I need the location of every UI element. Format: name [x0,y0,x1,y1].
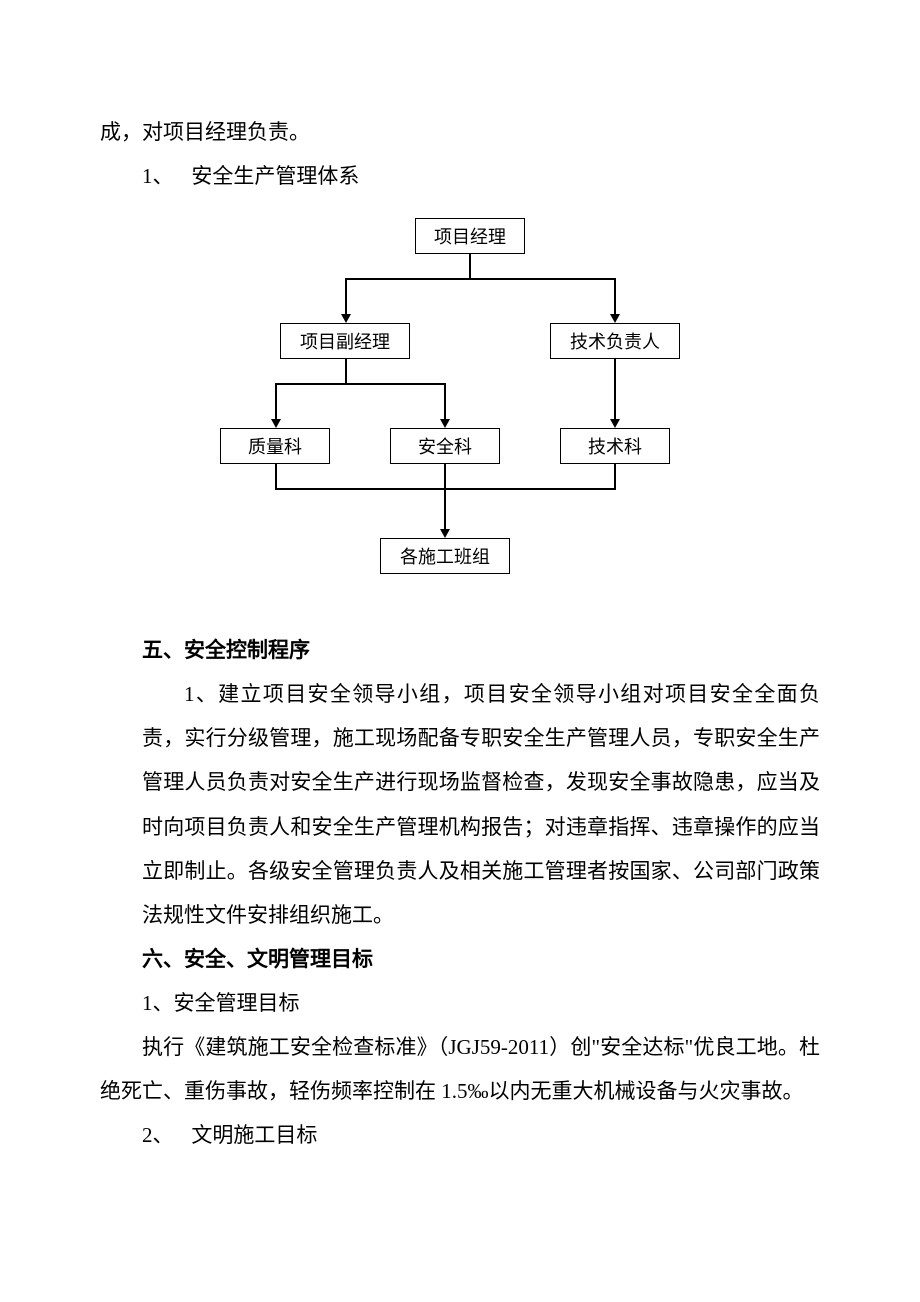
arrow-icon [440,419,450,428]
section-6-item-1: 1、安全管理目标 [100,981,820,1025]
section-6-title: 六、安全、文明管理目标 [100,937,820,981]
edge-line [614,278,616,314]
node-safety-dept: 安全科 [390,428,500,464]
edge-line [345,278,347,314]
arrow-icon [440,529,450,538]
edge-line [345,278,615,280]
edge-line [444,464,446,488]
node-teams: 各施工班组 [380,538,510,574]
org-chart-diagram: 项目经理 项目副经理 技术负责人 质量科 安全科 技术科 各施工班组 [180,218,740,588]
edge-line [614,359,616,419]
section-6-item-2: 2、 文明施工目标 [100,1113,820,1157]
section-6-body-1: 执行《建筑施工安全检查标准》（JGJ59-2011）创"安全达标"优良工地。杜绝… [100,1025,820,1113]
arrow-icon [271,419,281,428]
edge-line [444,488,446,529]
section-5-body: 1、建立项目安全领导小组，项目安全领导小组对项目安全全面负责，实行分级管理，施工… [100,672,820,937]
section-5-title: 五、安全控制程序 [100,628,820,672]
arrow-icon [610,314,620,323]
paragraph-continuation: 成，对项目经理负责。 [100,110,820,154]
edge-line [275,464,277,488]
list-item-1: 1、 安全生产管理体系 [100,154,820,198]
edge-line [614,464,616,488]
edge-line [469,254,471,278]
node-tech-lead: 技术负责人 [550,323,680,359]
edge-line [275,383,445,385]
node-deputy-manager: 项目副经理 [280,323,410,359]
document-page: 成，对项目经理负责。 1、 安全生产管理体系 项目经理 项目副经理 技术负责人 … [0,0,920,1257]
node-project-manager: 项目经理 [415,218,525,254]
edge-line [444,383,446,419]
list-text: 安全生产管理体系 [191,164,359,188]
list-number: 1、 [142,164,174,188]
list-text: 文明施工目标 [191,1123,317,1147]
edge-line [345,359,347,383]
node-tech-dept: 技术科 [560,428,670,464]
arrow-icon [610,419,620,428]
list-number: 2、 [142,1123,174,1147]
node-quality-dept: 质量科 [220,428,330,464]
arrow-icon [341,314,351,323]
edge-line [275,383,277,419]
